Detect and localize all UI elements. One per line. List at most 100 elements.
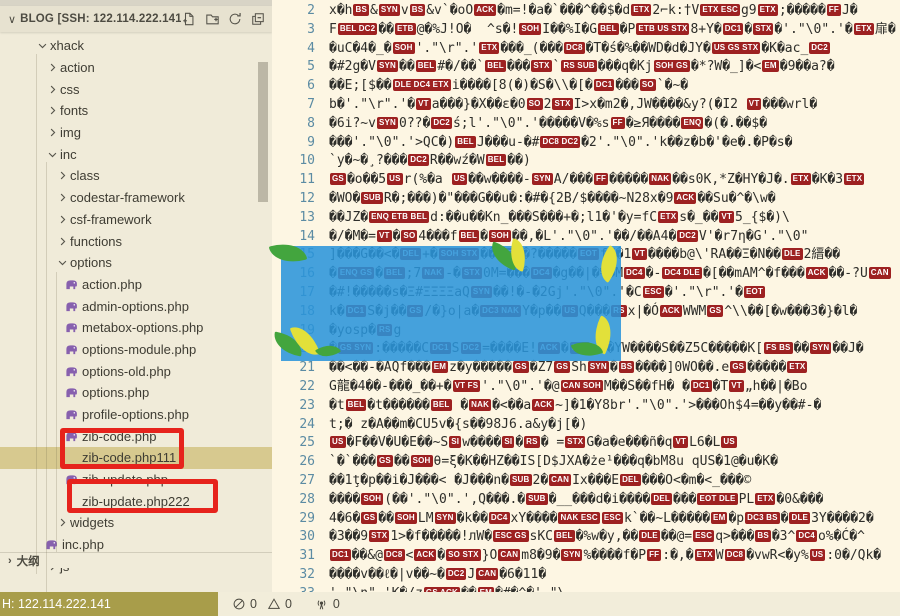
line-number[interactable]: 33 xyxy=(272,585,315,592)
tree-item-profile-options-php[interactable]: profile-options.php xyxy=(0,404,272,426)
tree-item-action-php[interactable]: action.php xyxy=(0,274,272,296)
tree-item-options-old-php[interactable]: options-old.php xyxy=(0,360,272,382)
tree-item-admin-options-php[interactable]: admin-options.php xyxy=(0,295,272,317)
control-char-badge: DC1 xyxy=(690,379,712,392)
new-folder-icon[interactable] xyxy=(204,11,220,27)
control-char-badge: US xyxy=(330,436,346,449)
line-number[interactable]: 14 xyxy=(299,228,315,244)
tree-item-functions[interactable]: functions xyxy=(0,230,272,252)
new-file-icon[interactable] xyxy=(181,11,197,27)
code-line[interactable]: 12 �WO� SUB R�;���)�"���G��u�:�#�{2B/$����~… xyxy=(272,190,900,209)
tree-item-options[interactable]: options xyxy=(0,252,272,274)
code-line[interactable]: 28 ���� SOH (��'."\0".',Q���.� SUB �__���d�i�… xyxy=(272,491,900,510)
code-line[interactable]: 2 x�h BS & SYN v BS &v`�oO ACK �m=!�a�`���^��$�d E… xyxy=(272,2,900,21)
code-line[interactable]: 3 F BEL DC2 �� ETB @�%J!O� ^s�! SOH I��%I�G BEL �… xyxy=(272,21,900,40)
code-line[interactable]: 8 �6i?~v SYN 0??� DC2 ś;l'."\0".'�����V�%s FF �… xyxy=(272,115,900,134)
control-char-badge: ACK xyxy=(659,304,682,317)
code-line[interactable]: 22 G龍�4��-���_��+� VT FS '."\0".'�@ CAN SOH M… xyxy=(272,378,900,397)
control-char-badge: SYN xyxy=(376,116,399,129)
control-char-badge: DC8 xyxy=(383,549,405,562)
tree-item-fonts[interactable]: fonts xyxy=(0,100,272,122)
line-number[interactable]: 32 xyxy=(299,566,315,582)
tree-item-metabox-options-php[interactable]: metabox-options.php xyxy=(0,317,272,339)
ports-indicator[interactable]: 0 xyxy=(314,597,340,611)
line-number[interactable]: 23 xyxy=(299,397,315,413)
control-char-badge: ETX xyxy=(755,492,776,505)
line-number[interactable]: 28 xyxy=(299,491,315,507)
control-char-badge: DEL xyxy=(651,492,672,505)
tree-item-label: options.php xyxy=(82,385,150,401)
code-line[interactable]: 33'."\n".'K�/zGS ACK��EM�#�^�'."\ xyxy=(272,585,900,592)
line-number[interactable]: 2 xyxy=(307,3,315,18)
code-line[interactable]: 6 ��E;[$�� DLE DC4 ETX i����[8(�)�S�\\�[� DC… xyxy=(272,77,900,96)
control-char-badge: VT xyxy=(632,248,647,261)
line-number[interactable]: 22 xyxy=(299,378,315,394)
code-line[interactable]: 29 4�6� GS �� SOH LM SYN �k�� DC4 xY���� NAK ESC ES… xyxy=(272,510,900,529)
control-char-badge: DC8 DC2 xyxy=(540,135,581,148)
tree-item-codestar-framework[interactable]: codestar-framework xyxy=(0,187,272,209)
tree-item-img[interactable]: img xyxy=(0,122,272,144)
line-number[interactable]: 4 xyxy=(307,40,315,56)
outline-section-header[interactable]: › 大纲 xyxy=(0,552,272,568)
tree-item-action[interactable]: action xyxy=(0,57,272,79)
tree-item-widgets[interactable]: widgets xyxy=(0,512,272,534)
line-number[interactable]: 21 xyxy=(299,360,315,376)
line-number[interactable]: 10 xyxy=(299,153,315,169)
tree-item-zib-code-php111[interactable]: zib-code.php111 xyxy=(0,447,272,469)
code-line[interactable]: 31 DC1 ��&@ DC8 < ACK � SO STX}O CAN m8�9� SYN %���… xyxy=(272,547,900,566)
line-number[interactable]: 12 xyxy=(299,190,315,206)
code-line[interactable]: 27 ��1ţ�p��i�J���< �J���n� SUB 2� CAN Ix���E D… xyxy=(272,472,900,491)
line-number[interactable]: 27 xyxy=(299,472,315,488)
code-line[interactable]: 23 �t BEL �t������ BEL � NAK �<��a ACK ~]�1�Y8br… xyxy=(272,397,900,416)
line-number[interactable]: 30 xyxy=(299,529,315,545)
code-line[interactable]: 10 `y�~�¸?��� DC2 R��wź�W BEL ��) xyxy=(272,152,900,171)
tree-item-css[interactable]: css xyxy=(0,78,272,100)
line-number[interactable]: 8 xyxy=(307,115,315,131)
code-line[interactable]: 32 ����v��ℓ�|v��~� DC2 J CAN �6�11� xyxy=(272,566,900,585)
line-number[interactable]: 9 xyxy=(307,134,315,150)
control-char-badge: ETX xyxy=(757,4,778,16)
code-line[interactable]: 5 �#2g�V SYN �� BEL #�/��` BEL ��� STX ` RS SUB ���… xyxy=(272,58,900,77)
code-line[interactable]: 11 GS �o��5 US r(%�a US ��w����- SYN A/��� FF ���… xyxy=(272,171,900,190)
tree-item-class[interactable]: class xyxy=(0,165,272,187)
control-char-badge: EOT DLE xyxy=(697,492,738,505)
chevron-right-icon: › xyxy=(8,554,12,567)
control-char-badge: VT xyxy=(719,210,735,223)
line-number[interactable]: 7 xyxy=(307,96,315,112)
line-number[interactable]: 11 xyxy=(299,172,315,188)
tree-item-label: css xyxy=(60,81,80,97)
tree-item-zib-update-php222[interactable]: zib-update.php222 xyxy=(0,490,272,512)
code-line[interactable]: 30 �3��9 STX 1>�f�����!лW� ESC GS sKC BEL �%w�y… xyxy=(272,528,900,547)
tree-item-inc[interactable]: inc xyxy=(0,143,272,165)
code-line[interactable]: 4 �uC�4�_� SOH '."\r".' ETX ���_(��� DC8 �T�ś�%… xyxy=(272,40,900,59)
code-line[interactable]: 24 t;� z�A��m�CU5v�{s��98J6.a&y�j[�) xyxy=(272,416,900,435)
tree-item-xhack[interactable]: xhack xyxy=(0,35,272,57)
collapse-folders-icon[interactable] xyxy=(250,11,266,27)
line-number[interactable]: 24 xyxy=(299,416,315,432)
code-line[interactable]: 26 `�`��� GS �� SOH θ=ξ�K��HZ��IS[D$JXA�że¹��… xyxy=(272,453,900,472)
line-number[interactable]: 29 xyxy=(299,510,315,526)
line-number[interactable]: 26 xyxy=(299,454,315,470)
remote-ssh-indicator[interactable]: H: 122.114.222.141 xyxy=(0,592,218,616)
code-line[interactable]: 25 US �F��V�U�E��~S SI w���� SI � RS � = STX G�a�e… xyxy=(272,434,900,453)
tree-item-inc-php[interactable]: inc.php xyxy=(0,534,272,556)
problems-indicator[interactable]: 0 0 xyxy=(232,597,292,611)
line-number[interactable]: 25 xyxy=(299,435,315,451)
line-number[interactable]: 6 xyxy=(307,78,315,94)
code-line[interactable]: 9 ���'."\0".'>QC�) BEL J���u-�# DC8 DC2 �2'."… xyxy=(272,134,900,153)
tree-item-options-module-php[interactable]: options-module.php xyxy=(0,339,272,361)
tree-item-options-php[interactable]: options.php xyxy=(0,382,272,404)
code-line[interactable]: 21 ��<��-�AQf��� EM z�y����� GS �Z7 GS Sh SYN � BS… xyxy=(272,359,900,378)
code-line[interactable]: 14 �/�M�= VT � SO 4���f BEL � SOH ��,�L'."\0".'��… xyxy=(272,228,900,247)
chevron-down-icon: ∨ xyxy=(8,13,17,26)
tree-item-csf-framework[interactable]: csf-framework xyxy=(0,209,272,231)
line-number[interactable]: 5 xyxy=(307,59,315,75)
sidebar-scrollbar[interactable] xyxy=(258,62,268,202)
code-line[interactable]: 13 ��JZ� ENQ ETB BEL d:��u��Kn_���S���+�;l1… xyxy=(272,209,900,228)
line-number[interactable]: 31 xyxy=(299,548,315,564)
code-line[interactable]: 7 b�'."\r".'� VT a���}�X��ε�0 SO 2 STX I>x�m2�,… xyxy=(272,96,900,115)
line-number[interactable]: 13 xyxy=(299,209,315,225)
explorer-section-header[interactable]: ∨ BLOG [SSH: 122.114.222.141] xyxy=(0,6,272,32)
refresh-icon[interactable] xyxy=(227,11,243,27)
line-number[interactable]: 3 xyxy=(307,21,315,37)
